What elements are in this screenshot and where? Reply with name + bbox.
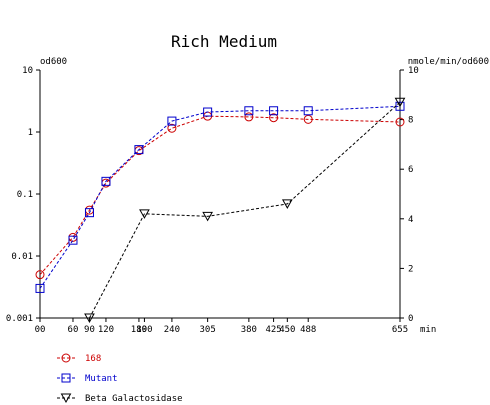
data-point xyxy=(303,114,313,124)
y-left-tick-label: 0.001 xyxy=(6,314,33,324)
legend-item: Mutant xyxy=(57,373,118,384)
data-point xyxy=(84,208,94,218)
x-tick-label: 60 xyxy=(68,325,79,335)
data-point xyxy=(244,106,254,116)
y-right-tick-label: 0 xyxy=(408,314,413,324)
y-axis-right: 0 2 4 6 8 10 xyxy=(400,66,419,324)
series-mutant xyxy=(35,101,405,293)
legend-item: Beta Galactosidase xyxy=(57,393,183,404)
y-right-tick-label: 8 xyxy=(408,116,413,126)
series-168 xyxy=(35,111,405,280)
data-point xyxy=(35,283,45,293)
data-point xyxy=(394,97,406,108)
data-point xyxy=(395,117,405,127)
x-tick-label: 425 xyxy=(265,325,281,335)
data-point xyxy=(139,209,150,219)
series-line xyxy=(39,105,401,289)
legend: 168 Mutant Beta Galactosidase xyxy=(57,353,183,404)
data-point xyxy=(84,313,95,324)
legend-marker xyxy=(61,373,71,383)
legend-label: Beta Galactosidase xyxy=(85,394,183,404)
y-left-tick-label: 1 xyxy=(28,128,33,138)
series-line xyxy=(39,115,401,275)
legend-label: Mutant xyxy=(85,374,118,384)
data-point xyxy=(202,211,213,222)
left-axis-unit: od600 xyxy=(40,57,67,67)
y-left-tick-label: 0.1 xyxy=(17,190,33,200)
data-point xyxy=(269,106,279,116)
right-axis-unit: nmole/min/od600 xyxy=(408,57,489,67)
y-right-tick-label: 4 xyxy=(408,215,413,225)
plot-area xyxy=(39,70,401,319)
data-point xyxy=(68,232,78,242)
x-tick-label: 180 xyxy=(131,325,147,335)
x-tick-label: 240 xyxy=(164,325,180,335)
y-axis-left: 0.001 0.01 0.1 1 10 xyxy=(6,66,40,324)
y-right-tick-label: 6 xyxy=(408,165,413,175)
data-point xyxy=(167,123,177,133)
y-left-tick-label: 0.01 xyxy=(11,252,33,262)
data-point xyxy=(281,199,293,209)
data-point xyxy=(167,116,177,126)
data-point xyxy=(303,106,313,116)
data-point xyxy=(134,145,144,155)
x-tick-label: 655 xyxy=(392,325,408,335)
data-point xyxy=(68,235,78,245)
legend-item: 168 xyxy=(57,353,101,364)
y-left-tick-label: 10 xyxy=(22,66,33,76)
x-tick-label: 120 xyxy=(98,325,114,335)
data-point xyxy=(101,176,111,186)
series-layer xyxy=(35,97,406,324)
x-tick-label: 380 xyxy=(241,325,257,335)
data-point xyxy=(203,107,213,117)
y-right-tick-label: 2 xyxy=(408,264,413,274)
x-tick-label: 450 xyxy=(279,325,295,335)
x-tick-label: 90 xyxy=(84,325,95,335)
x-tick-label: 305 xyxy=(200,325,216,335)
series-beta-galactosidase xyxy=(84,97,406,324)
x-tick-label: 488 xyxy=(300,325,316,335)
data-point xyxy=(244,112,254,122)
legend-marker xyxy=(60,393,72,404)
x-tick-label: 00 xyxy=(35,325,46,335)
legend-marker xyxy=(61,353,71,363)
data-point xyxy=(35,270,45,280)
y-right-tick-label: 10 xyxy=(408,66,419,76)
series-line xyxy=(89,101,401,319)
data-point xyxy=(269,113,279,123)
x-tick-label: 190 xyxy=(136,325,152,335)
legend-label: 168 xyxy=(85,354,101,364)
chart-title: Rich Medium xyxy=(171,32,277,51)
x-axis-unit: min xyxy=(420,325,436,335)
